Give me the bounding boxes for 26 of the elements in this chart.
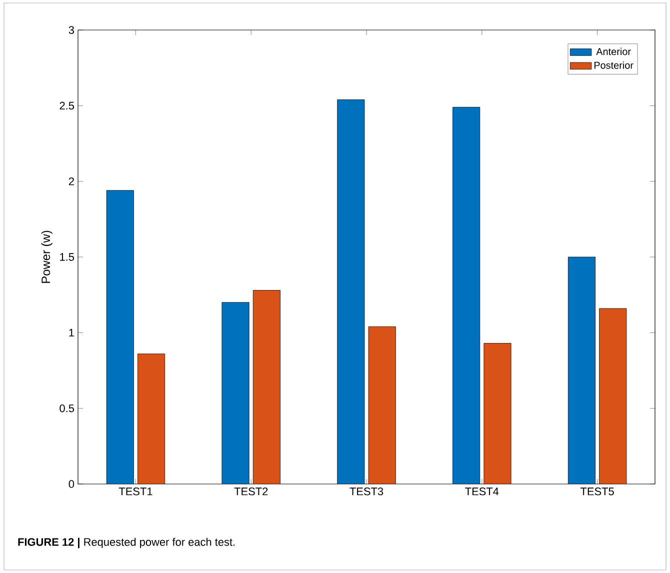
y-tick-label: 0.5 — [60, 404, 74, 412]
y-tick-label: 2.5 — [60, 102, 74, 110]
y-axis-title: Power (w) — [41, 230, 52, 283]
bar — [337, 99, 365, 484]
x-tick-label: TEST3 — [350, 488, 384, 496]
x-tick-label: TEST2 — [234, 488, 268, 496]
x-tick-label: TEST1 — [118, 488, 152, 496]
x-tick-label: TEST4 — [465, 488, 499, 496]
bar — [368, 326, 396, 484]
x-tick-label: TEST5 — [580, 488, 614, 496]
legend-label: Anterior — [596, 48, 631, 56]
bar — [138, 354, 166, 484]
bar — [106, 190, 134, 484]
y-tick-label: 1 — [69, 328, 74, 336]
y-tick-label: 1.5 — [60, 253, 74, 261]
bar — [568, 256, 596, 484]
y-tick-label: 0 — [68, 480, 74, 488]
bar — [452, 106, 480, 484]
bar — [484, 343, 512, 484]
y-tick-label: 2 — [68, 178, 74, 186]
bar — [222, 302, 250, 484]
legend-label: Posterior — [594, 62, 634, 69]
bar — [599, 308, 627, 484]
text: FIGURE 12 | Requested power for each test. — [18, 538, 235, 548]
bar — [252, 290, 280, 484]
y-tick-label: 3 — [68, 26, 74, 34]
